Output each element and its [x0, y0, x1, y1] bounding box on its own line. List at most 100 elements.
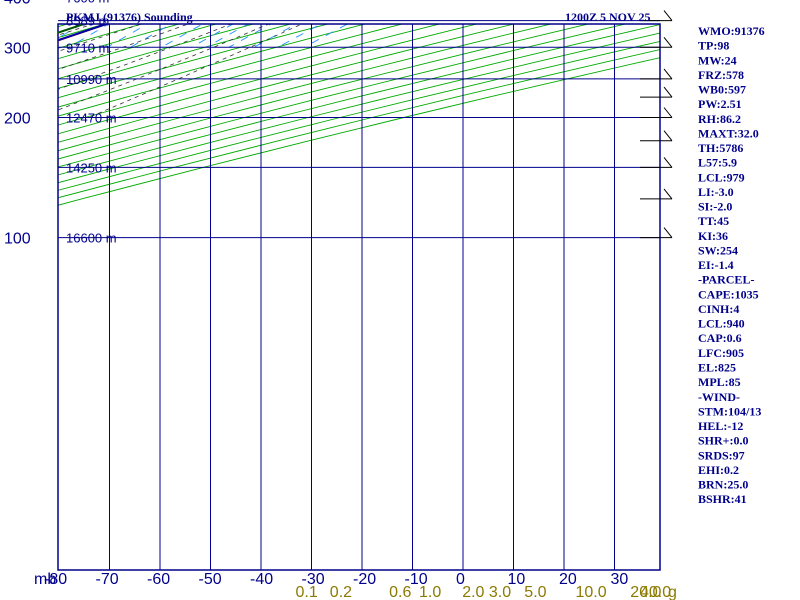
temperature-tick-label: -60	[147, 571, 170, 588]
dry-adiabat-line	[58, 49, 660, 199]
height-tick-label: 14250 m	[66, 160, 117, 175]
dry-adiabat-line	[58, 24, 404, 117]
dry-adiabat-line	[58, 24, 553, 152]
stability-index-item: BSHR:41	[698, 492, 747, 506]
wind-barb-feather	[663, 188, 673, 200]
pressure-tick-label: 200	[4, 111, 31, 128]
stability-index-item: -PARCEL-	[698, 273, 754, 287]
moist-adiabat-line	[58, 24, 233, 90]
axis-labels: 100200300400500600700800900100016600 m14…	[4, 0, 677, 600]
dry-adiabat-line	[58, 40, 660, 191]
stability-index-item: BRN:25.0	[698, 478, 748, 492]
stability-index-item: EI:-1.4	[698, 258, 734, 272]
height-tick-label: 16600 m	[66, 231, 117, 246]
temperature-tick-label: 0	[456, 571, 465, 588]
temperature-tick-label: -50	[199, 571, 222, 588]
mixing-ratio-tick-label: 1.0	[419, 584, 441, 600]
temperature-tick-label: -20	[353, 571, 376, 588]
mixing-ratio-tick-label: 20.0	[630, 584, 661, 600]
wind-barb-feather	[663, 157, 673, 168]
wind-barb-feather	[663, 227, 673, 238]
stability-index-item: PW:2.51	[698, 97, 742, 111]
stability-index-item: SHR+:0.0	[698, 434, 749, 448]
pressure-tick-label: 400	[4, 0, 31, 7]
stability-index-item: WMO:91376	[698, 24, 765, 38]
stability-index-item: SI:-2.0	[698, 200, 732, 214]
height-tick-label: 8589 m	[66, 14, 109, 29]
mixing-ratio-tick-label: 5.0	[524, 584, 546, 600]
mixing-ratio-tick-label: 0.1	[296, 584, 318, 600]
stability-index-item: SW:254	[698, 244, 738, 258]
mixing-ratio-tick-label: 0.6	[389, 584, 411, 600]
stability-index-item: RH:86.2	[698, 112, 741, 126]
mixing-ratio-tick-label: 10.0	[576, 584, 607, 600]
wind-barb-feather	[663, 68, 673, 80]
mixing-ratio-tick-label: 2.0	[462, 584, 484, 600]
stability-index-item: -WIND-	[698, 390, 740, 404]
pressure-tick-label: 300	[4, 40, 31, 57]
pressure-tick-label: 100	[4, 231, 31, 248]
dry-adiabat-line	[58, 57, 660, 206]
moist-adiabat-line	[58, 24, 143, 52]
height-tick-label: 7600 m	[66, 0, 109, 5]
wind-barb-feather	[663, 10, 673, 21]
wind-barb-feather	[663, 107, 673, 118]
wind-barb-feather	[663, 130, 673, 142]
temperature-tick-label: -30	[302, 571, 325, 588]
temperature-tick-label: -70	[96, 571, 119, 588]
temperature-tick-label: 10	[508, 571, 526, 588]
temperature-tick-label: -80	[44, 571, 67, 588]
moist-adiabat-line	[58, 24, 270, 111]
stability-index-item: MAXT:32.0	[698, 126, 759, 140]
dry-adiabat-line	[58, 24, 256, 80]
stability-index-item: WB0:597	[698, 83, 746, 97]
wind-barb-feather	[663, 86, 673, 98]
mixing-ratio-tick-label: g	[668, 584, 677, 600]
stability-index-item: EL:825	[698, 361, 736, 375]
stability-index-item: LCL:979	[698, 170, 745, 184]
temperature-tick-label: -40	[250, 571, 273, 588]
plot-frame	[57, 23, 661, 571]
chart-datetime: 1200Z 5 NOV 25	[565, 10, 650, 24]
stability-index-item: LI:-3.0	[698, 185, 734, 199]
adiabat-lines	[58, 24, 660, 206]
temperature-tick-label: 30	[611, 571, 629, 588]
stability-index-item: STM:104/13	[698, 404, 761, 418]
stability-index-list: WMO:91376TP:98MW:24FRZ:578WB0:597PW:2.51…	[698, 24, 765, 506]
dry-adiabat-line	[58, 24, 660, 176]
stability-index-item: TP:98	[698, 39, 729, 53]
stability-index-item: EHI:0.2	[698, 463, 739, 477]
wind-barb-column	[640, 10, 673, 239]
temperature-tick-label: 20	[559, 571, 577, 588]
height-tick-label: 12470 m	[66, 111, 117, 126]
dry-adiabat-line	[58, 24, 628, 168]
chart-title: PKMJ (91376) Sounding	[66, 10, 193, 24]
stability-index-item: CAP:0.6	[698, 331, 742, 345]
stability-index-item: L57:5.9	[698, 156, 737, 170]
stability-index-item: HEL:-12	[698, 419, 743, 433]
dry-adiabat-line	[58, 24, 516, 143]
height-tick-label: 9710 m	[66, 40, 109, 55]
stability-index-item: CINH:4	[698, 302, 739, 316]
stability-index-item: MPL:85	[698, 375, 741, 389]
pressure-axis-label: mb	[34, 571, 56, 588]
height-tick-label: 10990 m	[66, 72, 117, 87]
mixing-ratio-tick-label: 3.0	[489, 584, 511, 600]
stability-index-item: LCL:940	[698, 317, 745, 331]
mixing-ratio-tick-label: 40.0	[640, 584, 671, 600]
dry-adiabat-line	[58, 24, 442, 126]
wind-barb-feather	[663, 36, 673, 48]
mixing-ratio-tick-label: 0.2	[330, 584, 352, 600]
stability-index-item: TT:45	[698, 214, 729, 228]
dry-adiabat-line	[58, 24, 293, 89]
dry-adiabat-line	[58, 32, 660, 184]
dry-adiabat-line	[58, 24, 330, 99]
stability-index-item: TH:5786	[698, 141, 743, 155]
plot-grid	[57, 20, 661, 571]
stability-index-item: LFC:905	[698, 346, 744, 360]
stability-index-item: FRZ:578	[698, 68, 744, 82]
dry-adiabat-line	[58, 24, 479, 135]
stability-index-item: SRDS:97	[698, 448, 745, 462]
dry-adiabat-line	[58, 24, 367, 108]
